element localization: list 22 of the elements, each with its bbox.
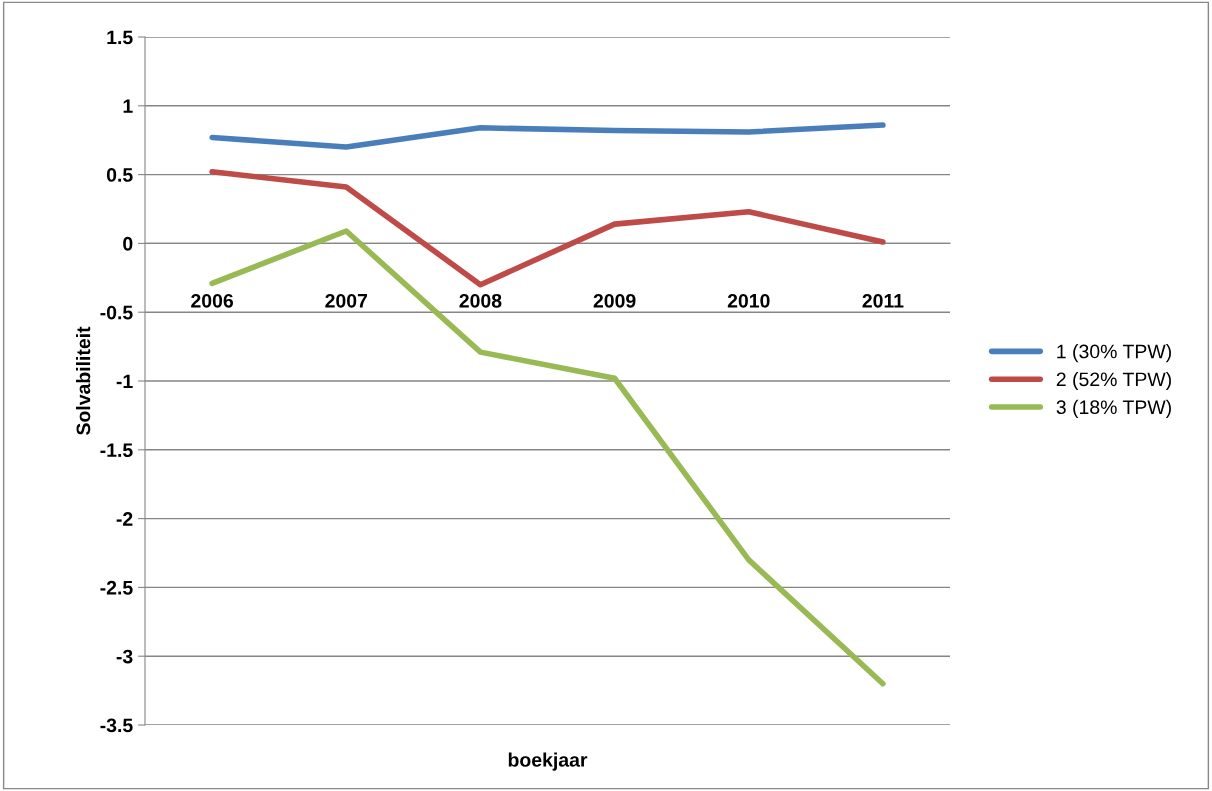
- x-tick-label: 2006: [191, 293, 234, 308]
- x-tick-label: 2011: [862, 293, 904, 308]
- y-tick-label: 0.5: [106, 168, 133, 182]
- y-tick-label: -3: [116, 649, 133, 664]
- y-tick-label: 1.5: [107, 30, 133, 45]
- legend-label: 3 (18% TPW): [1056, 399, 1171, 418]
- y-tick-label: -1.5: [100, 443, 133, 458]
- y-tick-label: 0: [123, 236, 133, 251]
- legend-label: 2 (52% TPW): [1056, 371, 1171, 391]
- x-tick-label: 2010: [727, 293, 770, 308]
- x-tick-label: 2009: [593, 293, 636, 308]
- y-tick-label: -2.5: [100, 580, 133, 595]
- x-tick-label: 2008: [459, 293, 502, 308]
- y-tick-label: -3.5: [100, 718, 133, 733]
- y-tick-label: -1: [116, 374, 133, 389]
- x-axis-title: boekjaar: [508, 752, 588, 771]
- y-tick-label: -0.5: [100, 305, 133, 320]
- legend-label: 1 (30% TPW): [1057, 344, 1171, 363]
- y-tick-label: 1: [123, 99, 133, 113]
- y-tick-label: -2: [116, 512, 133, 526]
- y-axis-title: Solvabiliteit: [76, 326, 91, 435]
- x-tick-label: 2007: [325, 293, 368, 308]
